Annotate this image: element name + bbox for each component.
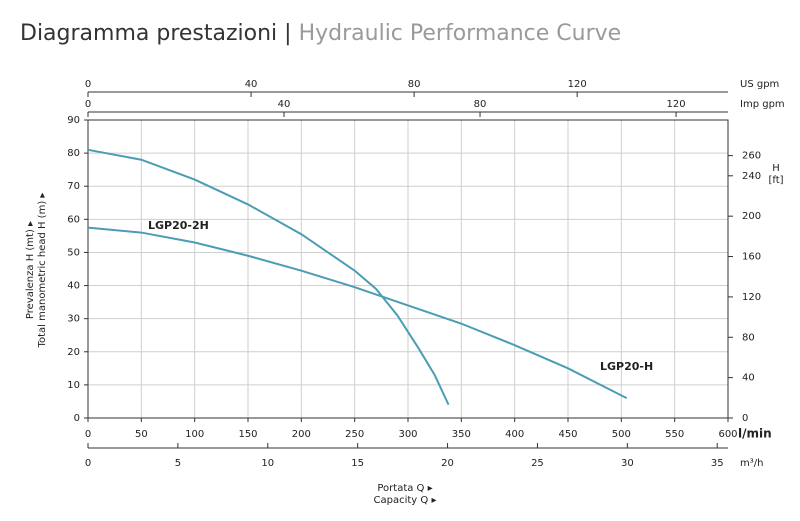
y-tick-label: 0 bbox=[74, 413, 80, 424]
axis-tick-label: 120 bbox=[667, 99, 686, 110]
y-tick-label: 80 bbox=[67, 148, 80, 159]
axis-label: m³/h bbox=[740, 458, 763, 469]
y2-tick-label: 160 bbox=[742, 252, 761, 263]
axis-tick-label: 80 bbox=[474, 99, 487, 110]
y-tick-label: 30 bbox=[67, 314, 80, 325]
curve bbox=[87, 148, 450, 406]
y-tick-label: 10 bbox=[67, 380, 80, 391]
axis-tick-label: 0 bbox=[85, 458, 91, 469]
y2-tick-label: 200 bbox=[742, 211, 761, 222]
x-tick-label: 200 bbox=[292, 429, 311, 440]
axis-tick-label: 30 bbox=[621, 458, 634, 469]
x-tick-label: 150 bbox=[238, 429, 257, 440]
y2-tick-label: 80 bbox=[742, 332, 755, 343]
curve bbox=[87, 226, 628, 400]
x-tick-label: 600 bbox=[718, 429, 737, 440]
x-tick-label: 450 bbox=[558, 429, 577, 440]
x-axis-label: l/min bbox=[738, 427, 772, 441]
axis-tick-label: 0 bbox=[85, 99, 91, 110]
axis-tick-label: 25 bbox=[531, 458, 544, 469]
chart-title: Diagramma prestazioni | Hydraulic Perfor… bbox=[20, 21, 621, 46]
axis-tick-label: 40 bbox=[278, 99, 291, 110]
axis-label: Imp gpm bbox=[740, 99, 785, 110]
axis-tick-label: 15 bbox=[351, 458, 364, 469]
axis-tick-label: 80 bbox=[408, 79, 421, 90]
x-tick-label: 50 bbox=[135, 429, 148, 440]
x-tick-label: 400 bbox=[505, 429, 524, 440]
title: Diagramma prestazioni | bbox=[20, 21, 292, 46]
axis-tick-label: 40 bbox=[245, 79, 258, 90]
y-axis-label: Prevalenza H (mt) ▸ bbox=[25, 221, 36, 319]
y-tick-label: 90 bbox=[67, 115, 80, 126]
series-label: LGP20-H bbox=[600, 360, 653, 373]
y2-tick-label: 120 bbox=[742, 292, 761, 303]
y-tick-label: 70 bbox=[67, 181, 80, 192]
y2-axis-label: H bbox=[772, 163, 780, 174]
axis-tick-label: 35 bbox=[711, 458, 724, 469]
y2-tick-label: 40 bbox=[742, 373, 755, 384]
y-axis-label: Total manometric head H (m) ▸ bbox=[37, 193, 48, 349]
subtitle: Hydraulic Performance Curve bbox=[299, 21, 622, 46]
x-tick-label: 250 bbox=[345, 429, 364, 440]
y-tick-label: 60 bbox=[67, 214, 80, 225]
x-caption: Portata Q ▸ bbox=[377, 483, 432, 494]
y2-tick-label: 260 bbox=[742, 151, 761, 162]
axis-label: US gpm bbox=[740, 79, 779, 90]
y2-tick-label: 240 bbox=[742, 171, 761, 182]
y-tick-label: 50 bbox=[67, 247, 80, 258]
series-label: LGP20-2H bbox=[148, 219, 209, 232]
x-tick-label: 500 bbox=[612, 429, 631, 440]
x-tick-label: 550 bbox=[665, 429, 684, 440]
x-tick-label: 300 bbox=[398, 429, 417, 440]
axis-tick-label: 0 bbox=[85, 79, 91, 90]
y-tick-label: 20 bbox=[67, 347, 80, 358]
axis-tick-label: 120 bbox=[568, 79, 587, 90]
plot-frame bbox=[87, 119, 729, 419]
x-tick-label: 350 bbox=[452, 429, 471, 440]
y2-axis-label: [ft] bbox=[768, 175, 783, 186]
y-tick-label: 40 bbox=[67, 281, 80, 292]
x-caption: Capacity Q ▸ bbox=[374, 495, 437, 506]
y2-tick-label: 0 bbox=[742, 413, 748, 424]
axis-tick-label: 20 bbox=[441, 458, 454, 469]
axis-tick-label: 10 bbox=[261, 458, 274, 469]
x-tick-label: 100 bbox=[185, 429, 204, 440]
x-tick-label: 0 bbox=[85, 429, 91, 440]
axis-tick-label: 5 bbox=[175, 458, 181, 469]
